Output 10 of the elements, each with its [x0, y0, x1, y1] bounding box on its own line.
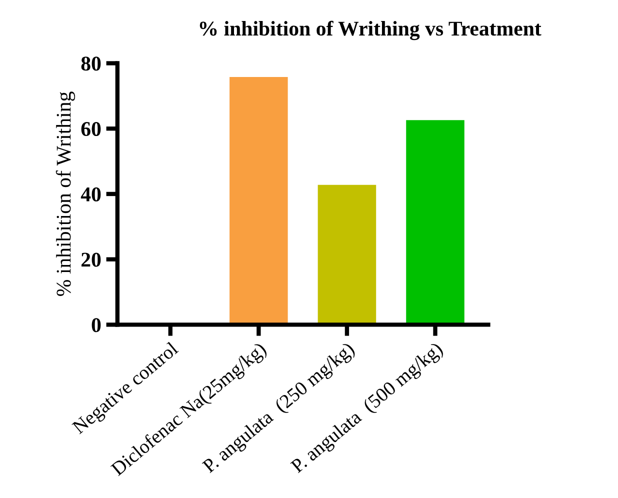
bar	[230, 76, 288, 325]
y-tick-label: 60	[81, 122, 101, 136]
bar	[318, 184, 376, 325]
y-tick-label: 80	[81, 56, 101, 71]
y-axis-title: % inhibition of Writhing	[56, 92, 76, 296]
chart-title: % inhibition of Writhing vs Treatment	[200, 20, 542, 40]
y-tick-label: 40	[80, 187, 101, 202]
bar	[406, 120, 464, 325]
y-tick-label: 0	[92, 318, 101, 332]
y-tick-label: 20	[81, 252, 101, 267]
